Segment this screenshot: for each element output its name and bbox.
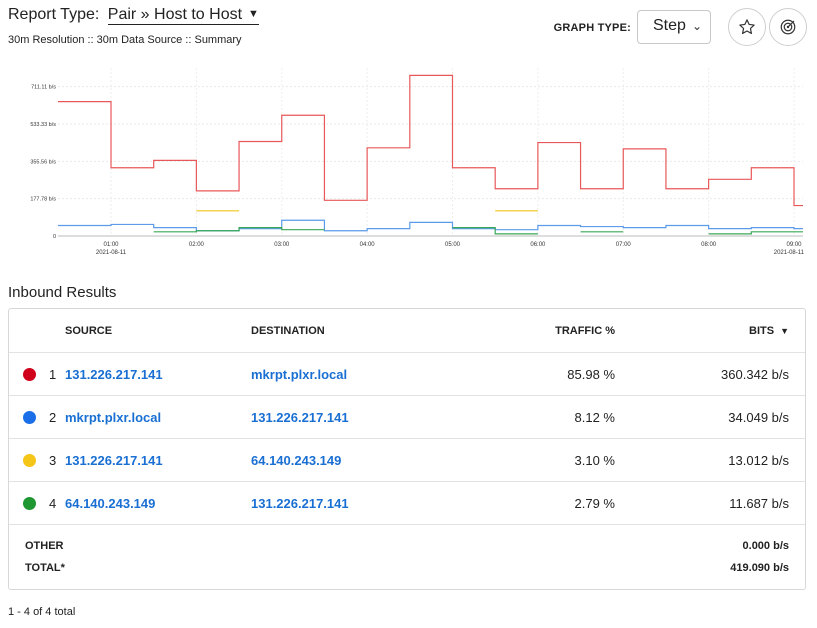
table-row: 3 131.226.217.141 64.140.243.149 3.10 % … (9, 439, 805, 482)
x-tick-label: 05:00 (445, 242, 461, 248)
report-type-dropdown[interactable]: Pair » Host to Host ▼ (107, 6, 259, 25)
report-type-value: Pair » Host to Host (107, 6, 243, 23)
other-row: OTHER 0.000 b/s (25, 540, 789, 552)
other-value: 0.000 b/s (742, 540, 789, 552)
column-source[interactable]: SOURCE (65, 324, 113, 337)
column-bits[interactable]: BITS ▼ (749, 309, 789, 352)
row-rank: 2 (49, 409, 57, 425)
x-tick-date: 2021-08-11 (774, 250, 805, 256)
table-row: 4 64.140.243.149 131.226.217.141 2.79 % … (9, 482, 805, 525)
report-type: Report Type: Pair » Host to Host ▼ (8, 6, 259, 25)
x-tick-label: 01:00 (103, 242, 119, 248)
series-line-4 (153, 227, 803, 235)
source-link[interactable]: 131.226.217.141 (65, 452, 163, 468)
bits-value: 34.049 b/s (728, 409, 789, 425)
table-summary: OTHER 0.000 b/s TOTAL* 419.090 b/s (9, 525, 805, 589)
destination-link[interactable]: 131.226.217.141 (251, 409, 349, 425)
report-type-label: Report Type: (8, 6, 100, 23)
row-marker: 2 (23, 396, 63, 438)
radar-button[interactable] (769, 8, 807, 46)
x-tick-label: 03:00 (274, 242, 290, 248)
favorite-button[interactable] (728, 8, 766, 46)
inbound-results-title: Inbound Results (8, 284, 117, 301)
row-rank: 3 (49, 452, 57, 468)
caret-down-icon: ▼ (780, 325, 789, 336)
caret-down-icon: ▼ (248, 8, 259, 20)
bits-value: 360.342 b/s (721, 366, 789, 382)
row-rank: 1 (49, 366, 57, 382)
total-value: 419.090 b/s (730, 562, 789, 574)
y-tick-label: 533.33 b/s (30, 122, 56, 128)
bits-value: 11.687 b/s (729, 495, 789, 511)
traffic-chart-svg: 0 177.78 b/s 355.56 b/s 533.33 b/s 711.11 b/… (30, 68, 805, 256)
x-tick-label: 04:00 (360, 242, 376, 248)
x-tick-date: 2021-08-11 (96, 250, 127, 256)
graph-type-label: GRAPH TYPE: (553, 22, 631, 34)
destination-link[interactable]: 131.226.217.141 (251, 495, 349, 511)
total-row: TOTAL* 419.090 b/s (25, 562, 789, 574)
table-row: 1 131.226.217.141 mkrpt.plxr.local 85.98… (9, 353, 805, 396)
graph-type-value: Step (653, 17, 686, 34)
column-traffic[interactable]: TRAFFIC % (555, 324, 615, 337)
row-marker: 4 (23, 482, 63, 524)
x-tick-label: 02:00 (189, 242, 205, 248)
row-rank: 4 (49, 495, 57, 511)
y-tick-label: 355.56 b/s (30, 159, 56, 165)
y-tick-label: 177.78 b/s (30, 197, 56, 203)
series-color-dot (23, 410, 36, 424)
traffic-chart: 0 177.78 b/s 355.56 b/s 533.33 b/s 711.11 b/… (0, 60, 817, 270)
traffic-percent: 3.10 % (574, 452, 615, 468)
pagination-info: 1 - 4 of 4 total (8, 606, 76, 618)
series-line-2 (58, 219, 803, 232)
traffic-percent: 85.98 % (567, 366, 615, 382)
report-header: Report Type: Pair » Host to Host ▼ 30m Re… (8, 6, 809, 56)
series-color-dot (23, 496, 36, 510)
radar-icon (780, 19, 796, 35)
series-line-1 (58, 74, 803, 207)
x-tick-label: 09:00 (786, 242, 802, 248)
source-link[interactable]: 64.140.243.149 (65, 495, 156, 511)
row-marker: 1 (23, 353, 63, 395)
source-link[interactable]: mkrpt.plxr.local (65, 409, 162, 425)
y-tick-label: 0 (53, 234, 56, 240)
other-label: OTHER (25, 540, 64, 552)
row-marker: 3 (23, 439, 63, 481)
bits-value: 13.012 b/s (728, 452, 789, 468)
table-header: SOURCE DESTINATION TRAFFIC % BITS ▼ (9, 309, 805, 353)
series-color-dot (23, 453, 36, 467)
destination-link[interactable]: mkrpt.plxr.local (251, 366, 348, 382)
y-tick-label: 711.11 b/s (31, 85, 56, 91)
column-destination[interactable]: DESTINATION (251, 324, 325, 337)
table-row: 2 mkrpt.plxr.local 131.226.217.141 8.12 … (9, 396, 805, 439)
chevron-down-icon: ⌄ (691, 19, 702, 33)
inbound-results-table: SOURCE DESTINATION TRAFFIC % BITS ▼ 1 131… (8, 308, 806, 590)
traffic-percent: 8.12 % (574, 409, 615, 425)
column-bits-label: BITS (749, 324, 775, 337)
total-label: TOTAL* (25, 562, 65, 574)
x-tick-label: 07:00 (616, 242, 632, 248)
destination-link[interactable]: 64.140.243.149 (251, 452, 342, 468)
star-icon (739, 19, 755, 35)
series-color-dot (23, 367, 36, 381)
resolution-info: 30m Resolution :: 30m Data Source :: Sum… (8, 34, 242, 46)
traffic-percent: 2.79 % (574, 495, 615, 511)
x-tick-label: 08:00 (701, 242, 717, 248)
source-link[interactable]: 131.226.217.141 (65, 366, 163, 382)
graph-type-select[interactable]: Step ⌄ (637, 10, 711, 44)
x-tick-label: 06:00 (530, 242, 546, 248)
